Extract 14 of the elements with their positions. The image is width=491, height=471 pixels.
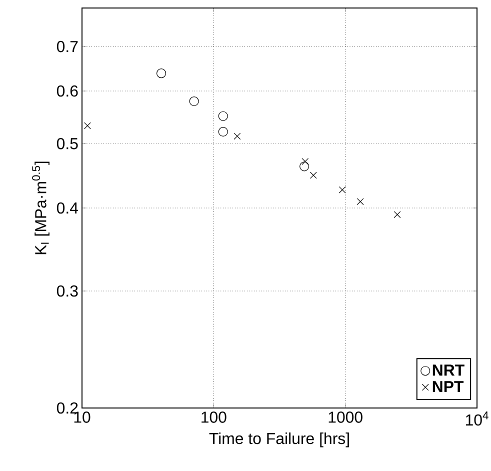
x-tick-label: 100 xyxy=(202,412,226,423)
x-axis-title: Time to Failure [hrs] xyxy=(209,432,349,448)
legend-label: NRT xyxy=(432,364,464,376)
y-tick-label: 0.6 xyxy=(56,85,78,97)
y-tick-label: 0.4 xyxy=(56,202,78,214)
y-tick-label: 0.2 xyxy=(56,402,78,414)
x-tick-label: 10 xyxy=(74,412,90,423)
legend-label: NPT xyxy=(432,381,464,392)
y-tick-label: 0.3 xyxy=(56,285,78,297)
y-tick-label: 0.7 xyxy=(56,40,78,52)
y-tick-label: 0.5 xyxy=(56,138,78,150)
x-tick-label: 10$^{4}$ xyxy=(466,412,488,426)
y-axis-title: K$_{I}$ [MPa·m$^{0.5}$] xyxy=(32,162,50,254)
x-tick-label: 1000 xyxy=(328,412,362,423)
